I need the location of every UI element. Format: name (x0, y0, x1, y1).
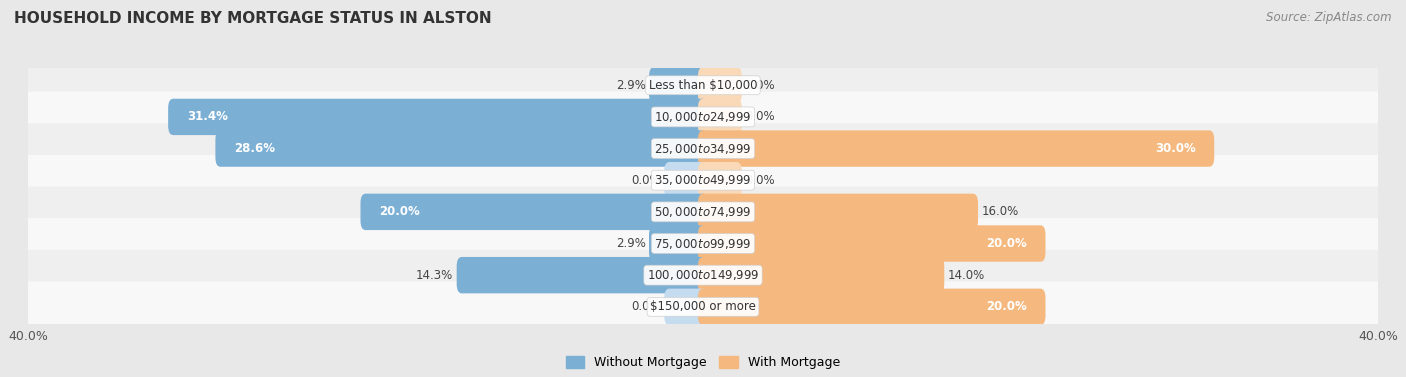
Text: Less than $10,000: Less than $10,000 (648, 79, 758, 92)
Text: HOUSEHOLD INCOME BY MORTGAGE STATUS IN ALSTON: HOUSEHOLD INCOME BY MORTGAGE STATUS IN A… (14, 11, 492, 26)
FancyBboxPatch shape (457, 257, 709, 293)
Text: 20.0%: 20.0% (986, 300, 1026, 313)
Text: 0.0%: 0.0% (631, 174, 661, 187)
Text: 28.6%: 28.6% (233, 142, 276, 155)
Text: 14.3%: 14.3% (416, 269, 453, 282)
Legend: Without Mortgage, With Mortgage: Without Mortgage, With Mortgage (561, 351, 845, 374)
FancyBboxPatch shape (6, 187, 1400, 237)
Text: 31.4%: 31.4% (187, 110, 228, 123)
FancyBboxPatch shape (697, 67, 742, 103)
FancyBboxPatch shape (697, 225, 1046, 262)
FancyBboxPatch shape (697, 162, 742, 198)
FancyBboxPatch shape (6, 282, 1400, 332)
Text: Source: ZipAtlas.com: Source: ZipAtlas.com (1267, 11, 1392, 24)
FancyBboxPatch shape (6, 92, 1400, 142)
Text: $35,000 to $49,999: $35,000 to $49,999 (654, 173, 752, 187)
FancyBboxPatch shape (697, 194, 979, 230)
Text: $50,000 to $74,999: $50,000 to $74,999 (654, 205, 752, 219)
FancyBboxPatch shape (6, 155, 1400, 205)
FancyBboxPatch shape (215, 130, 709, 167)
FancyBboxPatch shape (6, 60, 1400, 110)
FancyBboxPatch shape (664, 289, 709, 325)
Text: 2.9%: 2.9% (616, 237, 645, 250)
Text: 30.0%: 30.0% (1154, 142, 1195, 155)
FancyBboxPatch shape (169, 99, 709, 135)
Text: 14.0%: 14.0% (948, 269, 984, 282)
FancyBboxPatch shape (650, 67, 709, 103)
FancyBboxPatch shape (6, 250, 1400, 300)
Text: 20.0%: 20.0% (380, 205, 420, 218)
FancyBboxPatch shape (650, 225, 709, 262)
Text: 0.0%: 0.0% (745, 79, 775, 92)
FancyBboxPatch shape (6, 218, 1400, 269)
Text: 0.0%: 0.0% (745, 110, 775, 123)
FancyBboxPatch shape (697, 257, 945, 293)
Text: 16.0%: 16.0% (981, 205, 1018, 218)
Text: 20.0%: 20.0% (986, 237, 1026, 250)
Text: $75,000 to $99,999: $75,000 to $99,999 (654, 236, 752, 250)
Text: 0.0%: 0.0% (745, 174, 775, 187)
Text: $10,000 to $24,999: $10,000 to $24,999 (654, 110, 752, 124)
FancyBboxPatch shape (360, 194, 709, 230)
FancyBboxPatch shape (6, 123, 1400, 174)
FancyBboxPatch shape (697, 99, 742, 135)
Text: $100,000 to $149,999: $100,000 to $149,999 (647, 268, 759, 282)
Text: $150,000 or more: $150,000 or more (650, 300, 756, 313)
FancyBboxPatch shape (664, 162, 709, 198)
Text: $25,000 to $34,999: $25,000 to $34,999 (654, 142, 752, 156)
Text: 2.9%: 2.9% (616, 79, 645, 92)
FancyBboxPatch shape (697, 289, 1046, 325)
FancyBboxPatch shape (697, 130, 1215, 167)
Text: 0.0%: 0.0% (631, 300, 661, 313)
